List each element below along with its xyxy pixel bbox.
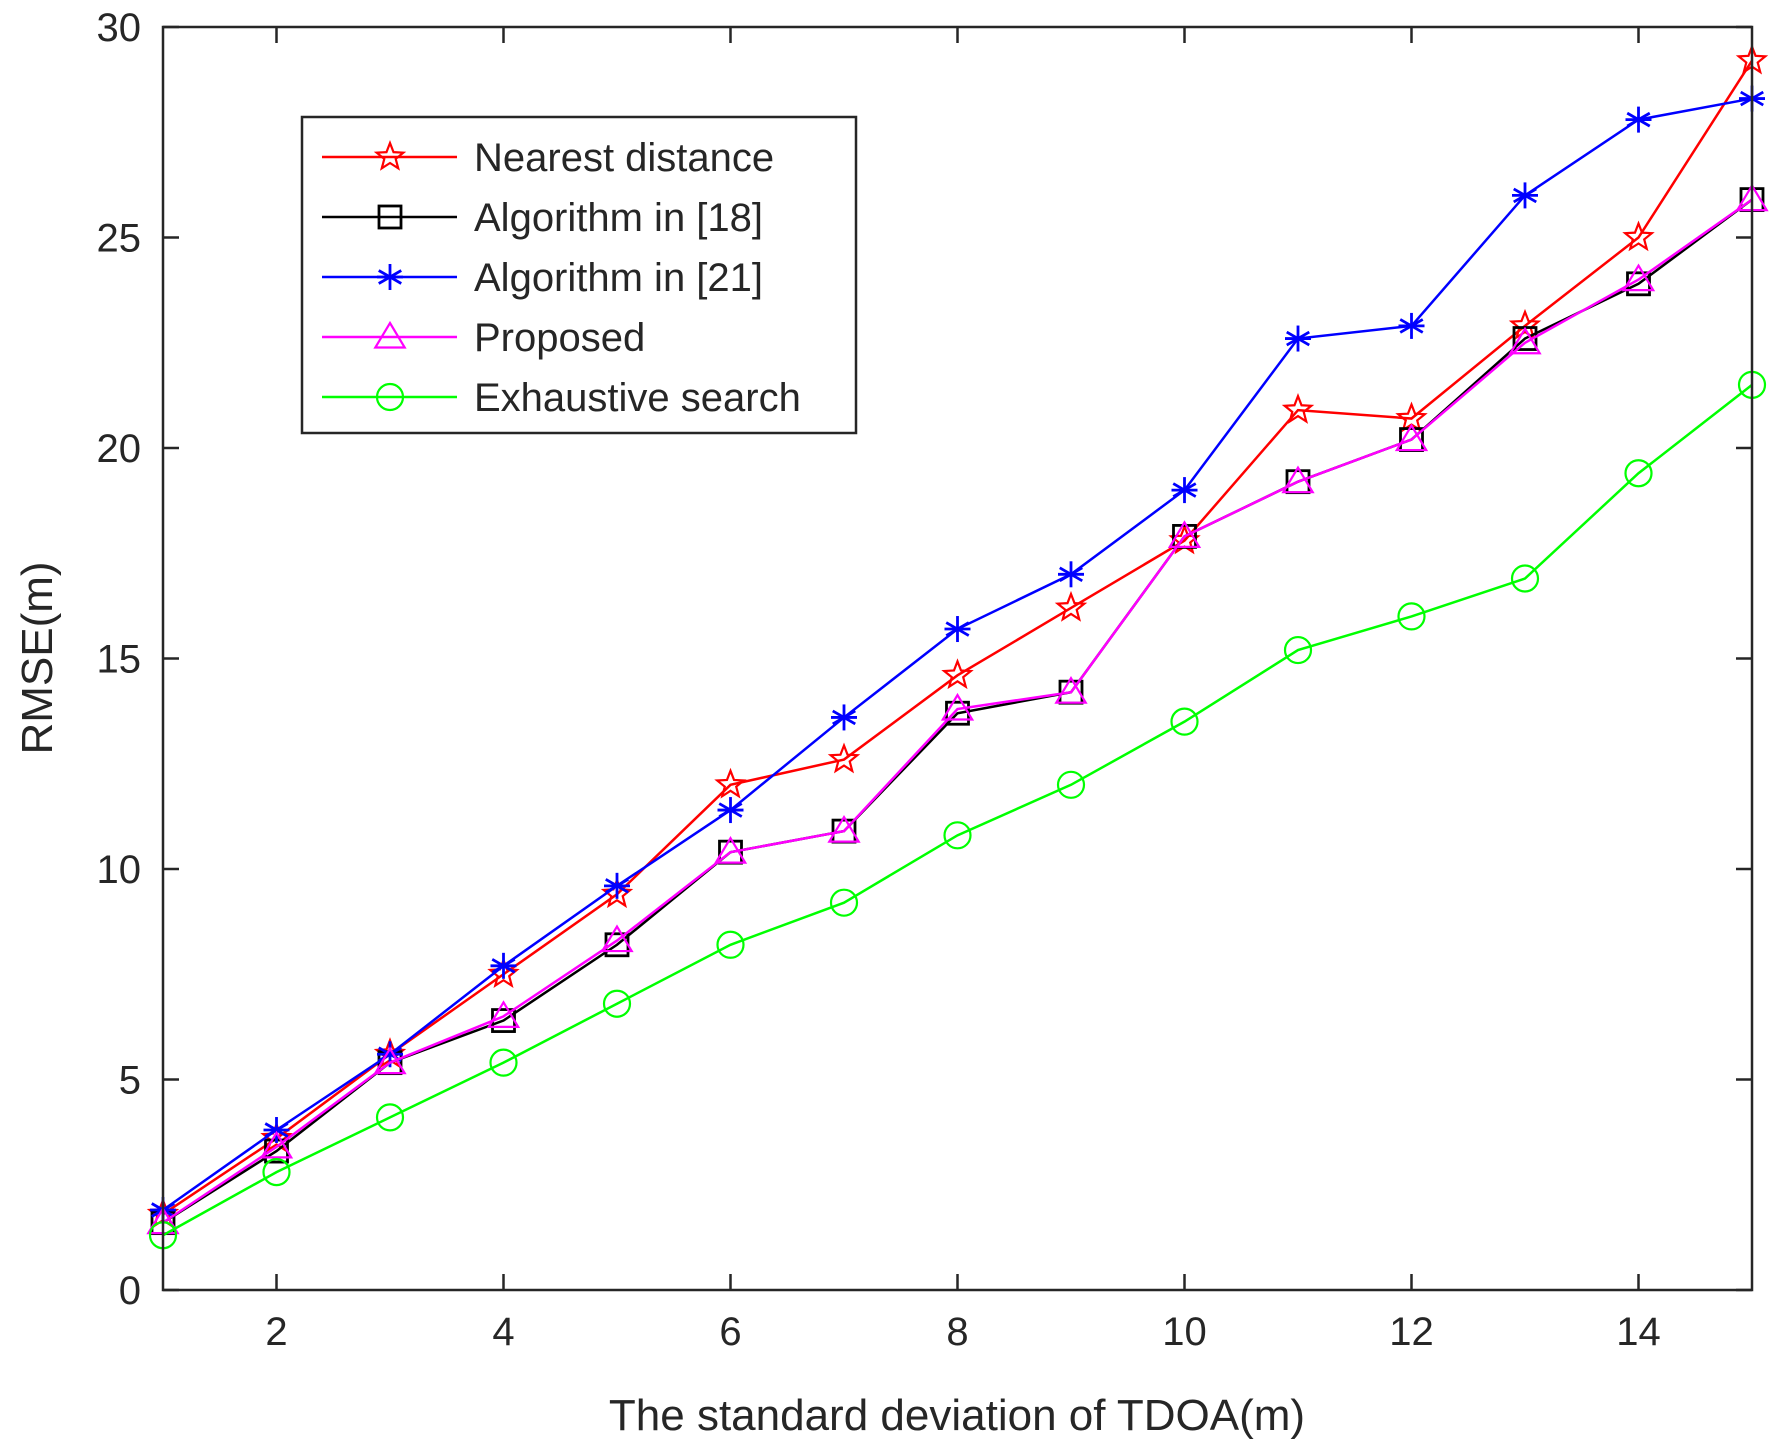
series-line xyxy=(162,60,1754,1216)
data-point-triangle xyxy=(486,1000,521,1028)
data-point-circle xyxy=(829,888,859,917)
data-point-triangle xyxy=(1508,326,1542,355)
legend-item: Exhaustive search xyxy=(322,376,801,420)
legend-marker-asterisk xyxy=(377,264,403,290)
legend-label: Algorithm in [21] xyxy=(474,256,763,300)
legend-item: Nearest distance xyxy=(322,136,774,180)
data-point-circle xyxy=(1056,770,1086,799)
data-point-circle xyxy=(1510,564,1540,593)
data-point-star xyxy=(1281,393,1315,424)
data-point-triangle xyxy=(373,1046,407,1075)
data-point-asterisk xyxy=(263,1117,290,1144)
data-point-triangle xyxy=(1054,676,1088,704)
y-tick-label: 5 xyxy=(119,1059,141,1103)
data-point-star xyxy=(487,957,520,989)
data-point-circle xyxy=(1624,459,1653,488)
x-tick-label: 4 xyxy=(492,1310,514,1354)
data-point-triangle xyxy=(827,814,861,843)
series-line xyxy=(162,383,1753,1237)
legend-label: Proposed xyxy=(474,316,645,360)
data-point-circle xyxy=(489,1048,518,1077)
x-tick-label: 2 xyxy=(265,1310,287,1354)
data-point-asterisk xyxy=(604,872,630,899)
data-point-star xyxy=(260,1121,293,1153)
data-point-star xyxy=(1622,220,1655,252)
legend-label: Algorithm in [18] xyxy=(474,196,763,240)
data-point-star xyxy=(1508,308,1542,340)
data-point-triangle xyxy=(1281,465,1315,494)
data-point-asterisk xyxy=(944,616,971,643)
data-point-triangle xyxy=(1167,520,1202,549)
data-point-circle xyxy=(375,1103,405,1132)
x-tick-label: 8 xyxy=(946,1310,968,1354)
data-point-circle xyxy=(262,1158,291,1187)
data-point-triangle xyxy=(259,1130,294,1159)
legend-item: Algorithm in [21] xyxy=(322,256,763,300)
data-point-triangle xyxy=(600,924,634,953)
y-tick-label: 10 xyxy=(97,848,142,892)
data-point-circle xyxy=(602,989,632,1018)
x-axis-label: The standard deviation of TDOA(m) xyxy=(609,1391,1305,1440)
legend-label: Nearest distance xyxy=(474,136,774,180)
data-point-star xyxy=(941,658,974,690)
data-point-circle xyxy=(1283,635,1313,665)
y-tick-label: 0 xyxy=(119,1269,141,1313)
data-point-asterisk xyxy=(1058,561,1084,588)
y-axis-label: RMSE(m) xyxy=(13,561,62,754)
x-tick-label: 6 xyxy=(719,1310,741,1354)
data-point-circle xyxy=(943,821,972,850)
series-line xyxy=(162,198,1753,1224)
legend-marker-star xyxy=(373,139,407,171)
series-algorithm-in-21 xyxy=(150,85,1765,1224)
y-tick-label: 20 xyxy=(97,427,142,471)
y-tick-label: 30 xyxy=(97,6,142,50)
x-tick-label: 10 xyxy=(1162,1310,1207,1354)
y-tick-label: 25 xyxy=(97,217,142,261)
legend-marker-triangle xyxy=(373,320,407,349)
series-line xyxy=(162,198,1753,1224)
data-point-star xyxy=(827,742,861,774)
data-point-asterisk xyxy=(1512,182,1538,209)
data-point-star xyxy=(600,877,634,909)
legend: Nearest distance Algorithm in [18] Algorit… xyxy=(300,115,858,435)
y-tick-label: 15 xyxy=(97,638,142,682)
data-point-asterisk xyxy=(490,952,517,979)
legend-item: Algorithm in [18] xyxy=(322,196,763,240)
legend-label: Exhaustive search xyxy=(474,376,801,420)
legend-marker-square xyxy=(377,204,403,230)
x-tick-label: 12 xyxy=(1389,1310,1434,1354)
data-point-triangle xyxy=(713,836,748,864)
data-point-triangle xyxy=(940,692,975,721)
legend-item: Proposed xyxy=(322,316,645,360)
data-point-asterisk xyxy=(1398,312,1425,339)
legend-marker-circle xyxy=(375,382,405,412)
data-point-circle xyxy=(1170,707,1199,736)
data-point-asterisk xyxy=(1625,106,1652,133)
data-point-asterisk xyxy=(1171,477,1198,504)
data-point-circle xyxy=(716,930,745,959)
data-point-triangle xyxy=(1394,423,1429,452)
data-point-circle xyxy=(1397,602,1426,631)
data-point-asterisk xyxy=(831,704,857,731)
data-point-triangle xyxy=(1621,263,1656,292)
data-point-asterisk xyxy=(1285,325,1311,352)
series-proposed xyxy=(146,183,1769,1235)
x-tick-label: 14 xyxy=(1616,1310,1661,1354)
data-point-star xyxy=(1054,590,1088,622)
data-point-asterisk xyxy=(717,797,744,824)
data-point-star xyxy=(714,767,747,799)
